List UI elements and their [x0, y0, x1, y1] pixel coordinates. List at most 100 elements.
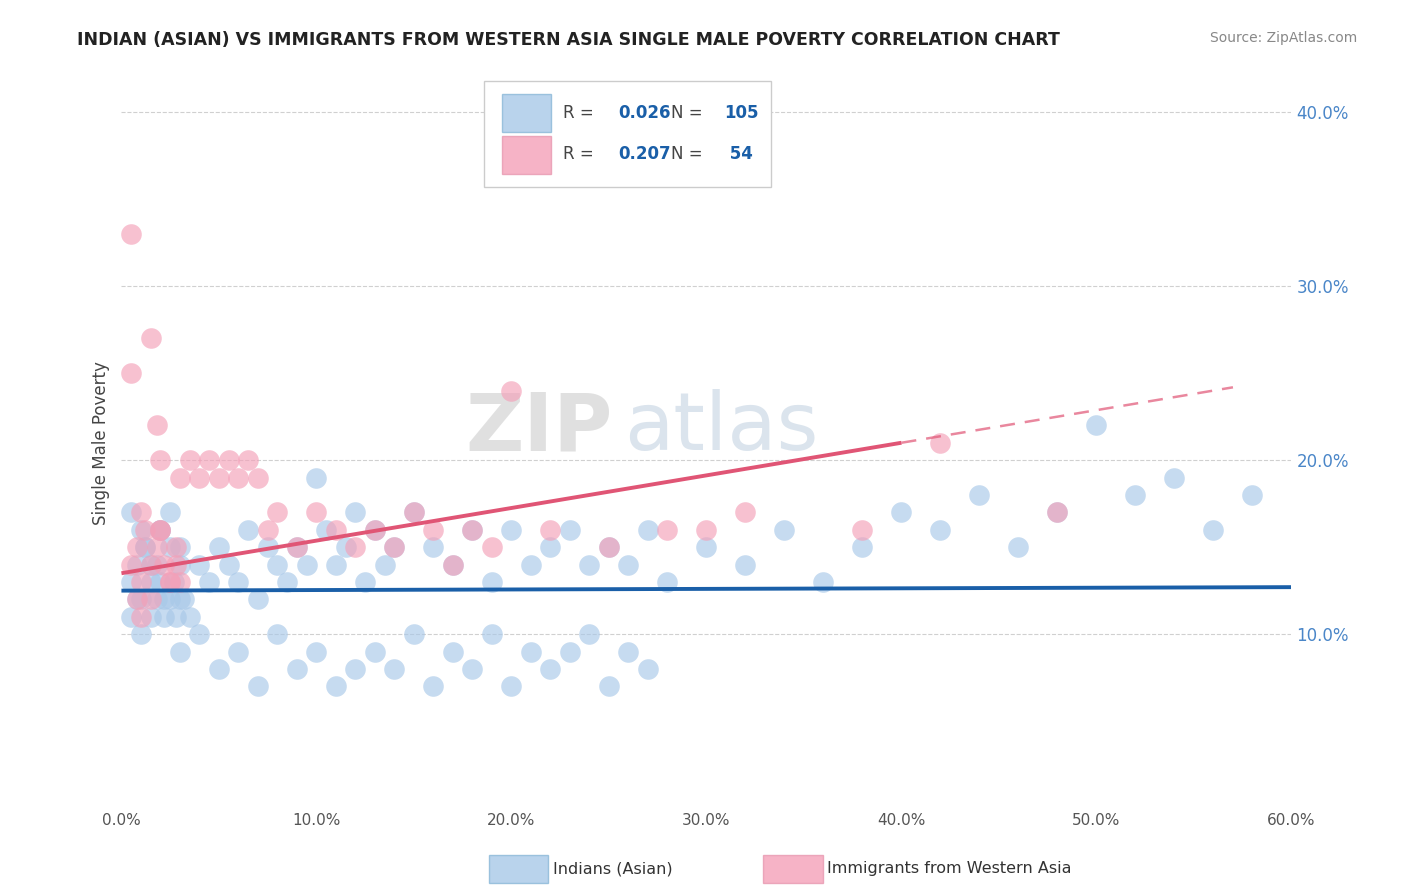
- Point: [169, 540, 191, 554]
- Point: [578, 627, 600, 641]
- Point: [773, 523, 796, 537]
- Point: [695, 523, 717, 537]
- Point: [734, 505, 756, 519]
- Point: [364, 644, 387, 658]
- Point: [637, 523, 659, 537]
- Point: [285, 540, 308, 554]
- Point: [125, 558, 148, 572]
- Point: [129, 505, 152, 519]
- Point: [120, 366, 142, 380]
- Point: [1163, 470, 1185, 484]
- Point: [538, 523, 561, 537]
- Point: [129, 574, 152, 589]
- Point: [305, 644, 328, 658]
- Point: [813, 574, 835, 589]
- Point: [129, 609, 152, 624]
- Point: [364, 523, 387, 537]
- Point: [354, 574, 377, 589]
- Point: [325, 679, 347, 693]
- Point: [501, 523, 523, 537]
- Text: Immigrants from Western Asia: Immigrants from Western Asia: [827, 862, 1071, 876]
- FancyBboxPatch shape: [484, 81, 770, 187]
- Point: [169, 558, 191, 572]
- Point: [129, 592, 152, 607]
- Point: [179, 609, 201, 624]
- Point: [188, 627, 211, 641]
- Point: [134, 523, 156, 537]
- Text: R =: R =: [562, 103, 593, 121]
- Point: [159, 574, 181, 589]
- Point: [228, 574, 250, 589]
- Point: [1007, 540, 1029, 554]
- Point: [145, 418, 167, 433]
- Point: [276, 574, 298, 589]
- Text: Source: ZipAtlas.com: Source: ZipAtlas.com: [1209, 31, 1357, 45]
- Point: [1202, 523, 1225, 537]
- Point: [305, 470, 328, 484]
- Point: [188, 470, 211, 484]
- Point: [129, 627, 152, 641]
- Point: [149, 523, 172, 537]
- Point: [238, 523, 260, 537]
- Point: [734, 558, 756, 572]
- Point: [481, 574, 503, 589]
- Point: [125, 592, 148, 607]
- Point: [169, 470, 191, 484]
- Point: [1125, 488, 1147, 502]
- Point: [295, 558, 318, 572]
- Point: [149, 523, 172, 537]
- Point: [129, 523, 152, 537]
- Point: [929, 435, 952, 450]
- Point: [208, 470, 231, 484]
- Text: INDIAN (ASIAN) VS IMMIGRANTS FROM WESTERN ASIA SINGLE MALE POVERTY CORRELATION C: INDIAN (ASIAN) VS IMMIGRANTS FROM WESTER…: [77, 31, 1060, 49]
- Point: [120, 227, 142, 241]
- Point: [364, 523, 387, 537]
- Point: [461, 662, 484, 676]
- Point: [598, 540, 620, 554]
- Point: [139, 592, 162, 607]
- Point: [179, 453, 201, 467]
- Point: [246, 679, 269, 693]
- Point: [325, 558, 347, 572]
- Point: [538, 540, 561, 554]
- Point: [153, 609, 176, 624]
- Point: [335, 540, 357, 554]
- Point: [134, 540, 156, 554]
- Point: [208, 662, 231, 676]
- Point: [441, 558, 464, 572]
- Point: [169, 592, 191, 607]
- Point: [441, 558, 464, 572]
- Point: [169, 574, 191, 589]
- Point: [285, 540, 308, 554]
- Point: [120, 505, 142, 519]
- Point: [969, 488, 991, 502]
- Point: [165, 540, 187, 554]
- Point: [402, 505, 425, 519]
- Point: [139, 331, 162, 345]
- Point: [441, 644, 464, 658]
- Text: 0.207: 0.207: [619, 145, 671, 163]
- Point: [851, 523, 873, 537]
- Point: [374, 558, 396, 572]
- Point: [285, 662, 308, 676]
- Point: [159, 592, 181, 607]
- Point: [165, 558, 187, 572]
- Point: [344, 505, 367, 519]
- Point: [153, 592, 176, 607]
- Point: [422, 679, 444, 693]
- Point: [120, 574, 142, 589]
- Text: 105: 105: [724, 103, 758, 121]
- Point: [149, 523, 172, 537]
- Text: Indians (Asian): Indians (Asian): [553, 862, 672, 876]
- Point: [461, 523, 484, 537]
- Point: [173, 592, 195, 607]
- Point: [402, 505, 425, 519]
- Point: [188, 558, 211, 572]
- Point: [120, 558, 142, 572]
- Text: ZIP: ZIP: [465, 389, 613, 467]
- Point: [208, 540, 231, 554]
- Point: [344, 662, 367, 676]
- Point: [851, 540, 873, 554]
- Point: [139, 558, 162, 572]
- Point: [538, 662, 561, 676]
